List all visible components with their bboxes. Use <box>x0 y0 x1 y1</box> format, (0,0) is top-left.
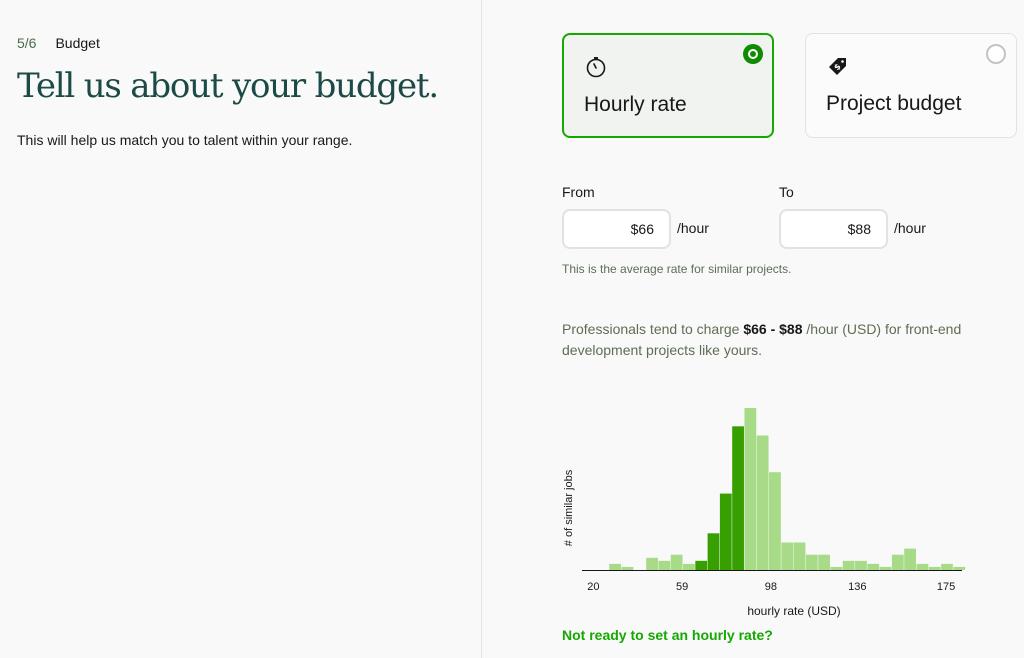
to-unit: /hour <box>894 220 926 236</box>
histogram-bar <box>707 533 720 570</box>
histogram-bar <box>781 542 794 570</box>
histogram-bar <box>916 563 929 570</box>
step-indicator: 5/6 Budget <box>17 35 100 51</box>
histogram-bar <box>732 426 744 570</box>
project-budget-radio[interactable] <box>986 44 1006 64</box>
histogram-bar <box>928 566 941 570</box>
step-name: Budget <box>55 35 100 51</box>
step-count: 5/6 <box>17 35 37 51</box>
average-rate-hint: This is the average rate for similar pro… <box>562 262 792 276</box>
svg-text:$: $ <box>832 62 843 73</box>
histogram-bar <box>609 563 622 570</box>
insight-range: $66 - $88 <box>743 321 803 337</box>
x-tick-label: 175 <box>937 581 955 593</box>
histogram-bar <box>830 566 843 570</box>
histogram-bar <box>818 554 830 570</box>
hourly-rate-label: Hourly rate <box>584 93 687 116</box>
x-tick-label: 59 <box>676 581 688 593</box>
histogram-bar <box>695 560 708 570</box>
histogram-bar <box>855 560 867 570</box>
histogram-bar <box>769 472 781 570</box>
hourly-rate-option[interactable]: Hourly rate <box>562 33 774 138</box>
stopwatch-icon <box>584 55 608 79</box>
to-label: To <box>779 184 794 200</box>
chart-x-axis-label: hourly rate (USD) <box>747 604 840 618</box>
histogram-bar <box>793 542 806 570</box>
histogram-bar <box>658 560 671 570</box>
histogram-bar <box>646 557 658 570</box>
x-tick-label: 20 <box>587 581 599 593</box>
price-tag-icon: $ <box>826 54 850 78</box>
not-ready-link[interactable]: Not ready to set an hourly rate? <box>562 627 773 643</box>
left-pane: 5/6 Budget Tell us about your budget. Th… <box>0 0 481 658</box>
project-budget-label: Project budget <box>826 92 962 115</box>
pane-divider <box>481 0 482 658</box>
hourly-rate-radio[interactable] <box>743 44 763 64</box>
x-tick-label: 98 <box>765 581 777 593</box>
histogram-bar <box>941 563 953 570</box>
histogram-bar <box>879 566 892 570</box>
from-unit: /hour <box>677 220 709 236</box>
chart-y-axis-label: # of similar jobs <box>563 469 575 546</box>
page-title: Tell us about your budget. <box>17 66 439 106</box>
x-tick-label: 136 <box>848 581 866 593</box>
histogram-bar <box>719 493 732 570</box>
chart-x-ticks: 20 59 98 136 175 <box>587 581 955 593</box>
histogram-bar <box>842 560 855 570</box>
histogram-bar <box>683 563 695 570</box>
from-label: From <box>562 184 595 200</box>
histogram-bar <box>670 554 683 570</box>
histogram-bar <box>805 554 818 570</box>
histogram-bars <box>609 408 966 570</box>
insight-prefix: Professionals tend to charge <box>562 321 744 337</box>
rate-histogram: # of similar jobs 20 59 98 136 175 hourly ra… <box>563 408 966 618</box>
page-subtitle: This will help us match you to talent wi… <box>17 132 353 148</box>
histogram-bar <box>953 566 966 570</box>
histogram-bar <box>891 554 904 570</box>
project-budget-option[interactable]: $ Project budget <box>805 33 1017 138</box>
rate-insight: Professionals tend to charge $66 - $88 /… <box>562 319 972 361</box>
histogram-bar <box>621 566 634 570</box>
histogram-bar <box>904 548 916 570</box>
insight-suffix: /hour (USD) for front-end development pr… <box>562 321 962 358</box>
from-rate-input[interactable] <box>562 209 671 249</box>
histogram-bar <box>867 563 880 570</box>
histogram-bar <box>744 408 757 570</box>
to-rate-input[interactable] <box>779 209 888 249</box>
histogram-bar <box>756 435 769 570</box>
